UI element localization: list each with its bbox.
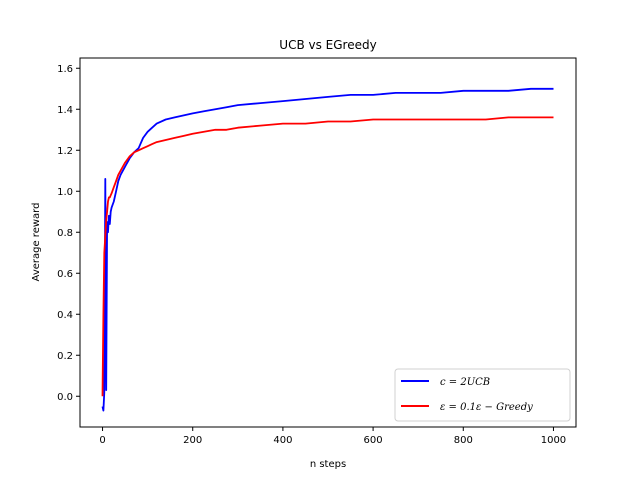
legend-label-ucb: c = 2UCB [440,377,490,388]
y-tick-label: 1.0 [57,187,73,198]
chart-title: UCB vs EGreedy [279,38,376,52]
series-layer [101,87,554,412]
y-tick-label: 0.6 [57,269,73,280]
y-tick-label: 0.4 [57,310,73,321]
y-tick-label: 0.8 [57,228,73,239]
x-tick-label: 200 [183,435,202,446]
y-tick-label: 0.0 [57,392,73,403]
y-tick-label: 0.2 [57,351,73,362]
y-tick-label: 1.2 [57,146,73,157]
series-line-egreedy [101,116,554,397]
x-axis-ticks: 0 200 400 600 800 1000 [99,427,566,446]
x-tick-label: 400 [273,435,292,446]
x-tick-label: 0 [99,435,105,446]
y-tick-label: 1.4 [57,105,73,116]
legend: c = 2UCB ε = 0.1ε − Greedy [394,368,571,422]
plot-frame [79,57,577,428]
x-tick-label: 1000 [541,435,566,446]
legend-label-egreedy: ε = 0.1ε − Greedy [440,402,533,413]
y-axis-label: Average reward [31,203,42,282]
x-tick-label: 800 [454,435,473,446]
y-tick-label: 1.6 [57,64,73,75]
x-tick-label: 600 [364,435,383,446]
y-axis-ticks: 0.0 0.2 0.4 0.6 0.8 1.0 1.2 1.4 1.6 [57,64,80,403]
series-line-ucb [101,87,554,412]
legend-box [394,368,571,422]
x-axis-label: n steps [310,459,346,470]
